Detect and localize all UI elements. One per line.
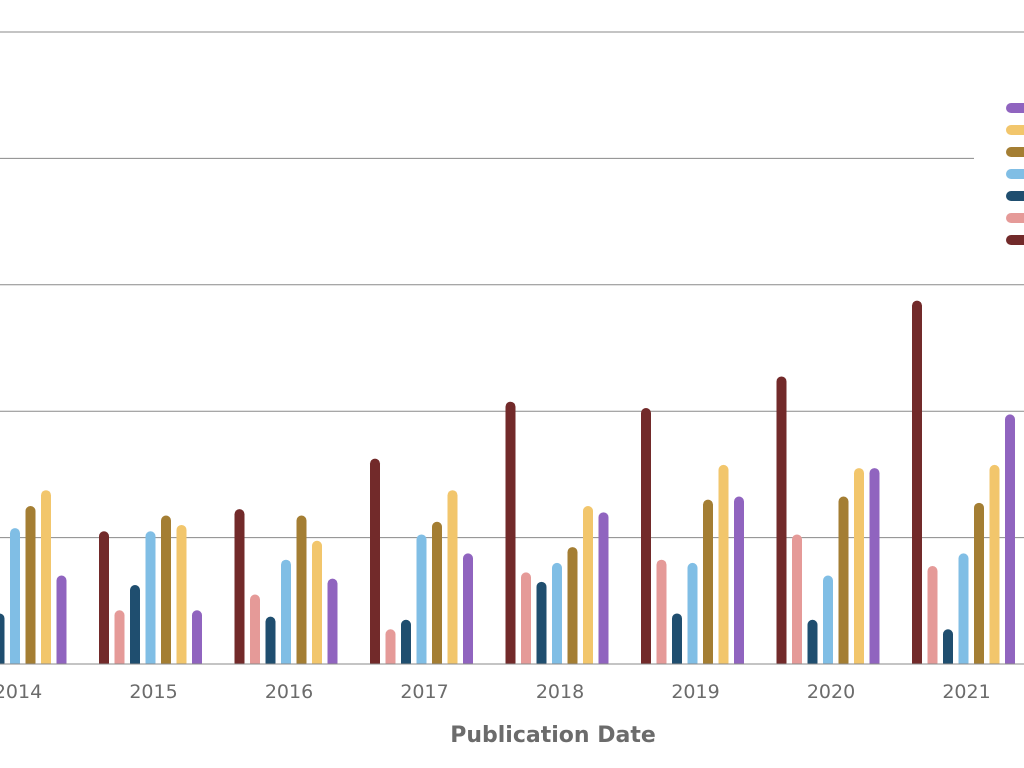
x-tick-label: 2018 [536,681,584,703]
bar [537,582,547,668]
x-tick-labels: 2014 2015 2016 2017 2018 2019 2020 2021 [0,681,991,703]
bar [386,629,396,668]
legend-swatch [1006,147,1024,157]
bar [792,534,802,668]
bar [657,560,667,668]
bar [506,402,516,668]
bar [974,503,984,668]
bar [583,506,593,668]
bar [672,613,682,668]
bar [808,620,818,668]
legend-swatch [1006,191,1024,201]
bar [328,579,338,668]
x-tick-label: 2016 [265,681,313,703]
bar [943,629,953,668]
bar [401,620,411,668]
bar [463,553,473,668]
bars [0,301,1024,670]
bar [250,594,260,668]
bar [370,459,380,668]
bar [99,531,109,668]
bar [552,563,562,668]
bar [57,576,67,668]
bar [823,576,833,668]
bar [719,465,729,668]
legend-swatch [1006,169,1024,179]
bar [177,525,187,668]
legend-swatch [1006,213,1024,223]
bar [0,613,5,668]
legend-swatch [1006,125,1024,135]
bar [448,490,458,668]
baseline-mask [0,664,1024,670]
bar [41,490,51,668]
bar [26,506,36,668]
bar [703,500,713,668]
bar [688,563,698,668]
bar [734,497,744,668]
bar [417,534,427,668]
bar [115,610,125,668]
x-tick-label: 2017 [400,681,448,703]
bar [777,376,787,668]
bar [839,497,849,668]
bar [281,560,291,668]
bar [870,468,880,668]
bar [990,465,1000,668]
x-tick-label: 2021 [942,681,990,703]
bar [235,509,245,668]
bar [641,408,651,668]
bar [1005,414,1015,668]
bar [266,617,276,668]
bar [10,528,20,668]
bar [432,522,442,668]
legend-swatch [1006,235,1024,245]
legend [1006,103,1024,245]
x-axis-label: Publication Date [450,723,656,748]
legend-swatch [1006,103,1024,113]
x-tick-label: 2019 [671,681,719,703]
bar [912,301,922,668]
bar [161,515,171,668]
bar [928,566,938,668]
bar [130,585,140,668]
bar [568,547,578,668]
bar [521,572,531,668]
bar [599,512,609,668]
bar [297,515,307,668]
bar [854,468,864,668]
x-tick-label: 2015 [129,681,177,703]
bar [312,541,322,668]
x-tick-label: 2014 [0,681,42,703]
bar [959,553,969,668]
bar [146,531,156,668]
bar [192,610,202,668]
x-tick-label: 2020 [807,681,855,703]
